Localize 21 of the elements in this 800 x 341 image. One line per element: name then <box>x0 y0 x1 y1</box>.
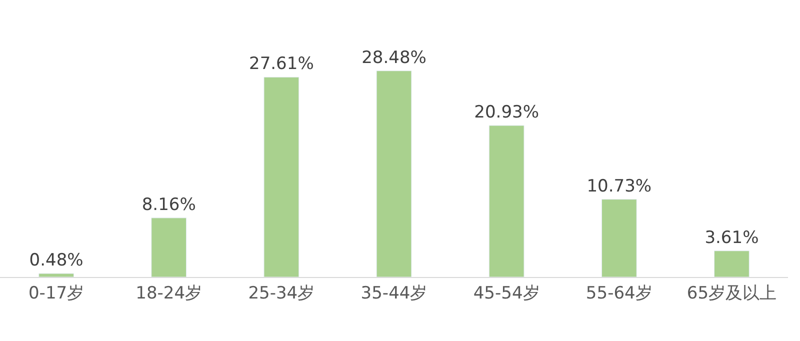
data-label: 0.48% <box>29 250 84 271</box>
x-tick-label: 55-64岁 <box>586 283 652 304</box>
data-label: 27.61% <box>249 54 314 74</box>
bar <box>38 273 74 277</box>
bar <box>376 70 412 277</box>
data-label: 20.93% <box>474 102 539 122</box>
x-tick-label: 18-24岁 <box>136 283 202 304</box>
data-label: 3.61% <box>704 228 759 248</box>
x-tick-label: 25-34岁 <box>248 283 315 304</box>
bar <box>264 76 300 277</box>
x-tick-label: 45-54岁 <box>473 283 540 304</box>
x-tick-label: 65岁及以上 <box>686 283 777 304</box>
bar <box>601 199 637 277</box>
data-label: 28.48% <box>362 48 426 68</box>
data-label: 8.16% <box>142 194 196 215</box>
bar <box>151 218 187 277</box>
data-label: 10.73% <box>586 176 652 196</box>
x-tick-label: 0-17岁 <box>28 283 84 304</box>
bar <box>488 125 524 277</box>
bar <box>714 250 750 277</box>
x-tick-label: 35-44岁 <box>360 283 428 304</box>
